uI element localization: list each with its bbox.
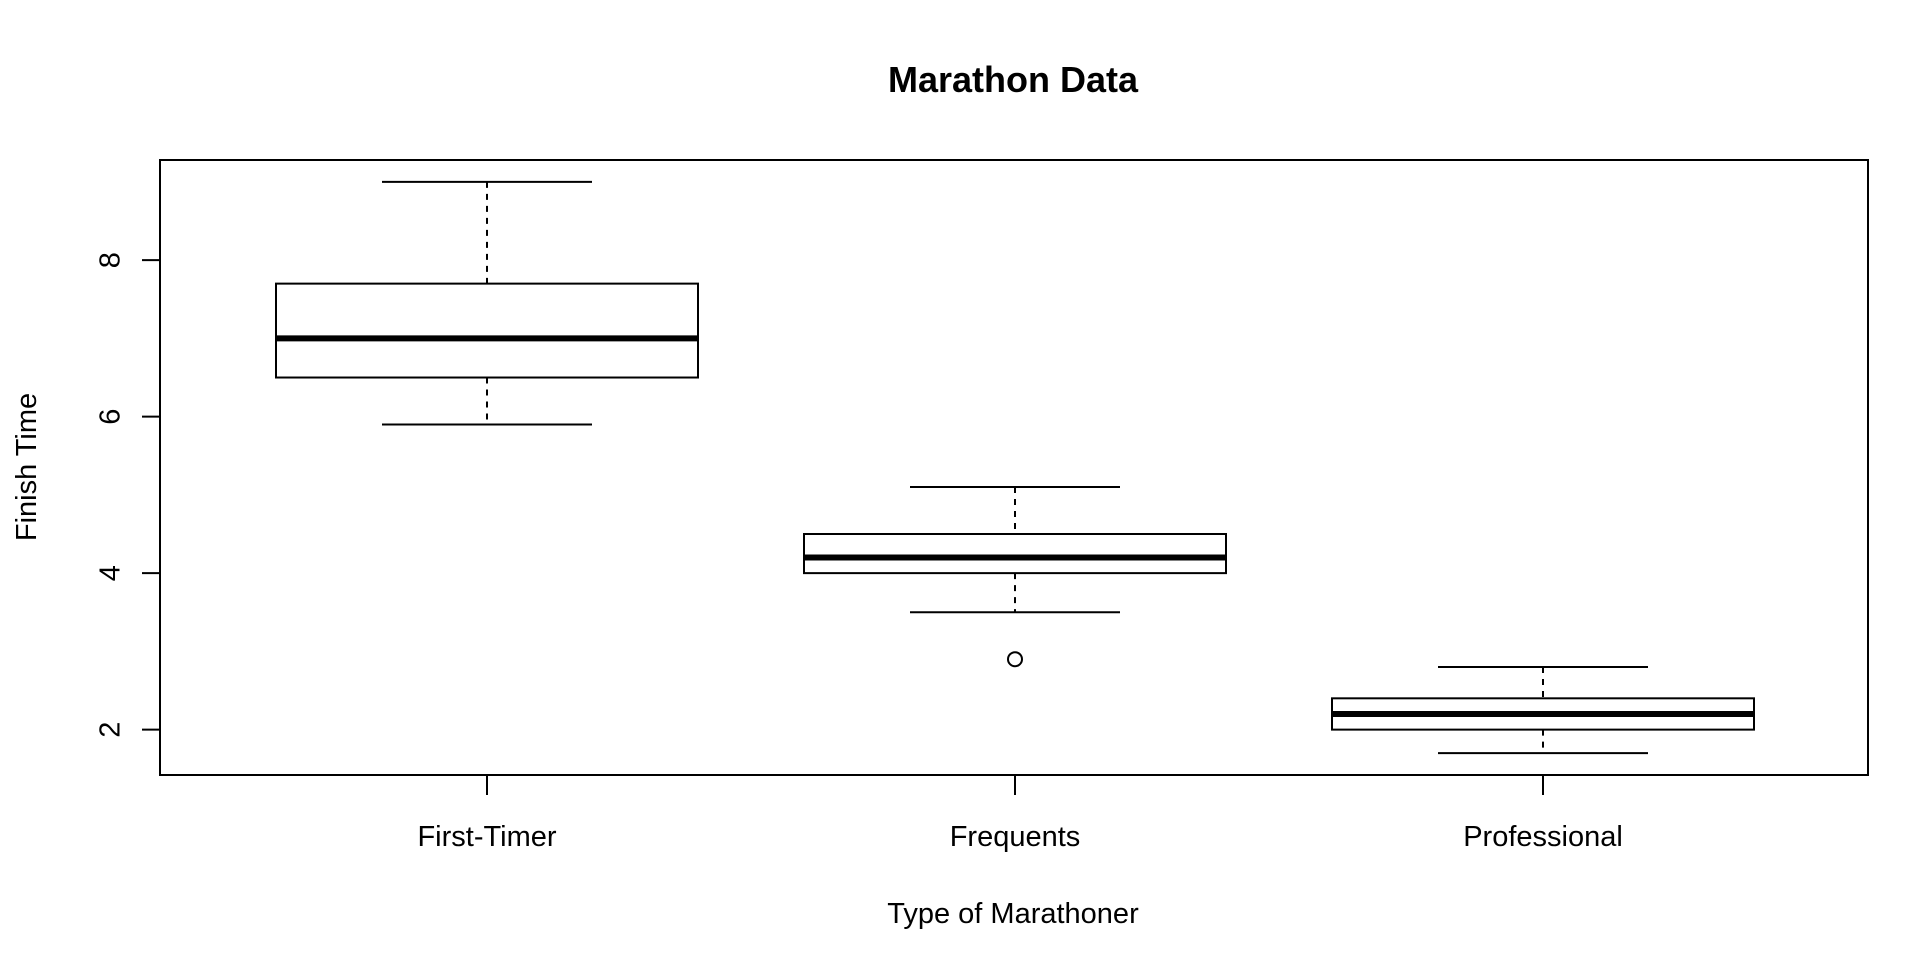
box-group (803, 486, 1227, 668)
x-axis: First-Timer Frequents Professional (417, 775, 1623, 853)
x-tick-label: Frequents (950, 821, 1081, 853)
y-tick-label: 2 (95, 722, 127, 738)
plot-frame (159, 159, 1869, 776)
outlier-point (1007, 651, 1023, 668)
y-axis: 2 4 6 8 (95, 252, 160, 738)
y-axis-label: Finish Time (11, 393, 43, 541)
box-group (1331, 666, 1755, 755)
box (275, 282, 699, 379)
y-tick-label: 6 (95, 409, 127, 425)
box (803, 533, 1227, 575)
box-series (275, 180, 1755, 755)
x-axis-label: Type of Marathoner (887, 898, 1139, 930)
x-tick-label: First-Timer (417, 821, 556, 853)
y-tick-label: 4 (95, 565, 127, 581)
chart-title: Marathon Data (888, 59, 1139, 100)
x-tick-label: Professional (1463, 821, 1623, 853)
box-group (275, 180, 699, 426)
y-tick-label: 8 (95, 252, 127, 268)
